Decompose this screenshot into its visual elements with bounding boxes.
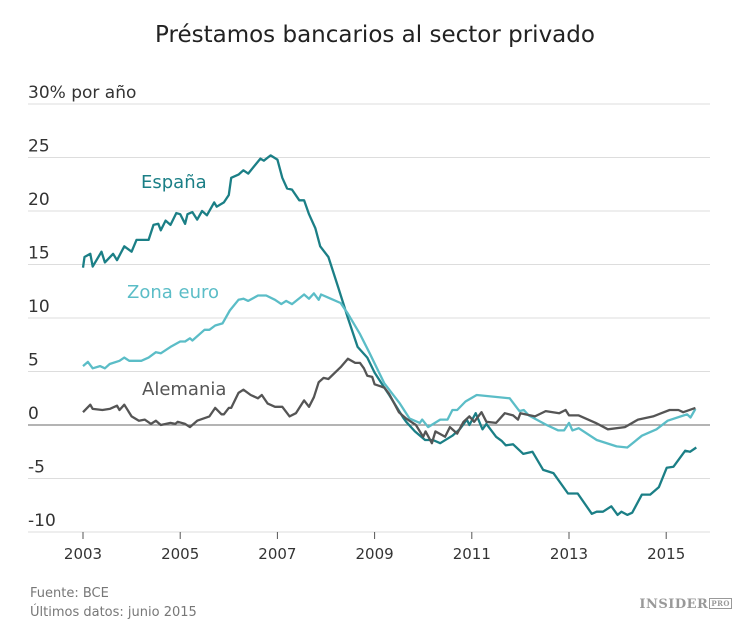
series-label-zona-euro: Zona euro <box>127 282 219 303</box>
series-line-zona-euro <box>82 292 697 449</box>
y-tick-label: -5 <box>28 458 45 478</box>
y-tick-label: 10 <box>28 297 50 317</box>
source-note: Fuente: BCE <box>30 586 109 601</box>
y-tick-label: 5 <box>28 351 39 371</box>
series-label-alemania: Alemania <box>142 379 226 400</box>
x-tick-label: 2013 <box>550 545 588 563</box>
y-tick-label: 20 <box>28 190 50 210</box>
y-tick-label: -10 <box>28 511 56 531</box>
series-label-espana: España <box>141 172 207 193</box>
y-tick-label: 15 <box>28 244 50 264</box>
latest-data-note: Últimos datos: junio 2015 <box>30 605 197 620</box>
series-line-alemania <box>82 357 696 445</box>
y-tick-label: 30% por año <box>28 83 136 103</box>
x-tick-label: 2009 <box>356 545 394 563</box>
y-tick-label: 25 <box>28 137 50 157</box>
x-tick-label: 2007 <box>258 545 296 563</box>
x-tick-label: 2003 <box>64 545 102 563</box>
insider-pro-logo: INSIDER PRO <box>639 597 732 612</box>
x-tick-label: 2011 <box>453 545 491 563</box>
x-tick-label: 2015 <box>647 545 685 563</box>
x-tick-label: 2005 <box>161 545 199 563</box>
y-tick-label: 0 <box>28 404 39 424</box>
series-line-espana <box>81 154 697 517</box>
chart-title: Préstamos bancarios al sector privado <box>155 22 595 48</box>
